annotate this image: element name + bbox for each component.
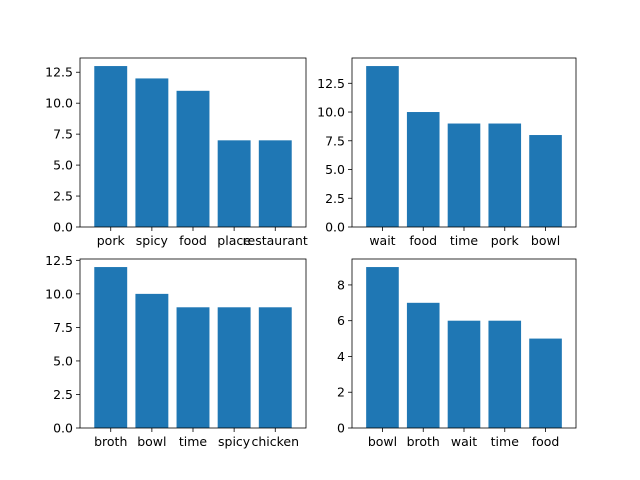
bar-wait bbox=[366, 66, 399, 227]
bar-wait bbox=[447, 320, 481, 428]
bar-time bbox=[447, 123, 481, 227]
bar-place bbox=[217, 140, 251, 227]
y-tick-label: 2.5 bbox=[53, 387, 73, 402]
chart-panel-3: broth bowl time spicy chicken 0.0 2.5 5.0 7.5 10.… bbox=[45, 253, 307, 449]
x-tick-label: bowl bbox=[531, 233, 560, 248]
bar-pork bbox=[488, 123, 522, 227]
y-tick-label: 12.5 bbox=[45, 65, 73, 80]
x-tick-label: time bbox=[450, 233, 479, 248]
y-tick-label: 5.0 bbox=[325, 162, 345, 177]
chart-panel-4: bowl broth wait time food 0 2 4 6 8 bbox=[337, 258, 577, 449]
x-tick-label: pork bbox=[97, 233, 126, 248]
axes-frame bbox=[79, 258, 307, 429]
y-tick-label: 0.0 bbox=[53, 421, 73, 436]
x-tick-label: time bbox=[491, 434, 520, 449]
x-tick-label: pork bbox=[491, 233, 520, 248]
y-tick-label: 2.5 bbox=[53, 189, 73, 204]
x-tick-label: bowl bbox=[137, 434, 166, 449]
x-tick-label: food bbox=[409, 233, 437, 248]
y-tick-label: 12.5 bbox=[45, 253, 73, 268]
bar-broth bbox=[406, 302, 440, 428]
x-tick-label: place bbox=[217, 233, 251, 248]
y-tick-label: 12.5 bbox=[317, 76, 345, 91]
y-tick-label: 0 bbox=[337, 421, 345, 436]
x-tick-label: chicken bbox=[251, 434, 299, 449]
y-tick-label: 2.5 bbox=[325, 191, 345, 206]
y-tick-label: 10.0 bbox=[45, 96, 73, 111]
x-tick-label: food bbox=[532, 434, 560, 449]
y-tick-label: 7.5 bbox=[325, 133, 345, 148]
x-tick-label: food bbox=[179, 233, 207, 248]
y-tick-label: 8 bbox=[337, 277, 345, 292]
x-tick-label: broth bbox=[407, 434, 440, 449]
bar-spicy bbox=[135, 78, 169, 228]
x-tick-label: restaurant bbox=[243, 233, 308, 248]
axes-frame bbox=[351, 57, 577, 228]
y-tick-label: 6 bbox=[337, 313, 345, 328]
bar-bowl bbox=[529, 135, 562, 227]
bar-chicken bbox=[258, 307, 292, 428]
x-tick-label: time bbox=[179, 434, 208, 449]
x-tick-label: wait bbox=[451, 434, 477, 449]
x-tick-label: spicy bbox=[218, 434, 251, 449]
y-tick-label: 0.0 bbox=[53, 220, 73, 235]
bar-food bbox=[529, 338, 562, 428]
x-tick-label: bowl bbox=[368, 434, 397, 449]
bar-time bbox=[176, 307, 210, 428]
x-tick-label: wait bbox=[369, 233, 395, 248]
bar-restaurant bbox=[258, 140, 292, 227]
bar-broth bbox=[94, 267, 128, 428]
x-tick-label: spicy bbox=[136, 233, 169, 248]
y-tick-label: 2 bbox=[337, 385, 345, 400]
bar-bowl bbox=[135, 293, 169, 428]
bar-time bbox=[488, 320, 522, 428]
chart-panel-2: wait food time pork bowl 0.0 2.5 5.0 7.5 10.0 12.5 bbox=[317, 57, 577, 248]
y-tick-label: 7.5 bbox=[53, 320, 73, 335]
axes-frame bbox=[351, 258, 577, 429]
y-tick-label: 0.0 bbox=[325, 220, 345, 235]
y-tick-label: 7.5 bbox=[53, 127, 73, 142]
y-tick-label: 10.0 bbox=[45, 286, 73, 301]
y-tick-label: 10.0 bbox=[317, 105, 345, 120]
axes-frame bbox=[79, 57, 307, 228]
bar-bowl bbox=[366, 267, 399, 428]
bar-food bbox=[176, 90, 210, 227]
y-tick-label: 5.0 bbox=[53, 353, 73, 368]
bar-pork bbox=[94, 66, 128, 227]
y-tick-label: 4 bbox=[337, 349, 345, 364]
bar-spicy bbox=[217, 307, 251, 428]
y-tick-label: 5.0 bbox=[53, 158, 73, 173]
bar-food bbox=[406, 112, 440, 227]
x-tick-label: broth bbox=[94, 434, 127, 449]
